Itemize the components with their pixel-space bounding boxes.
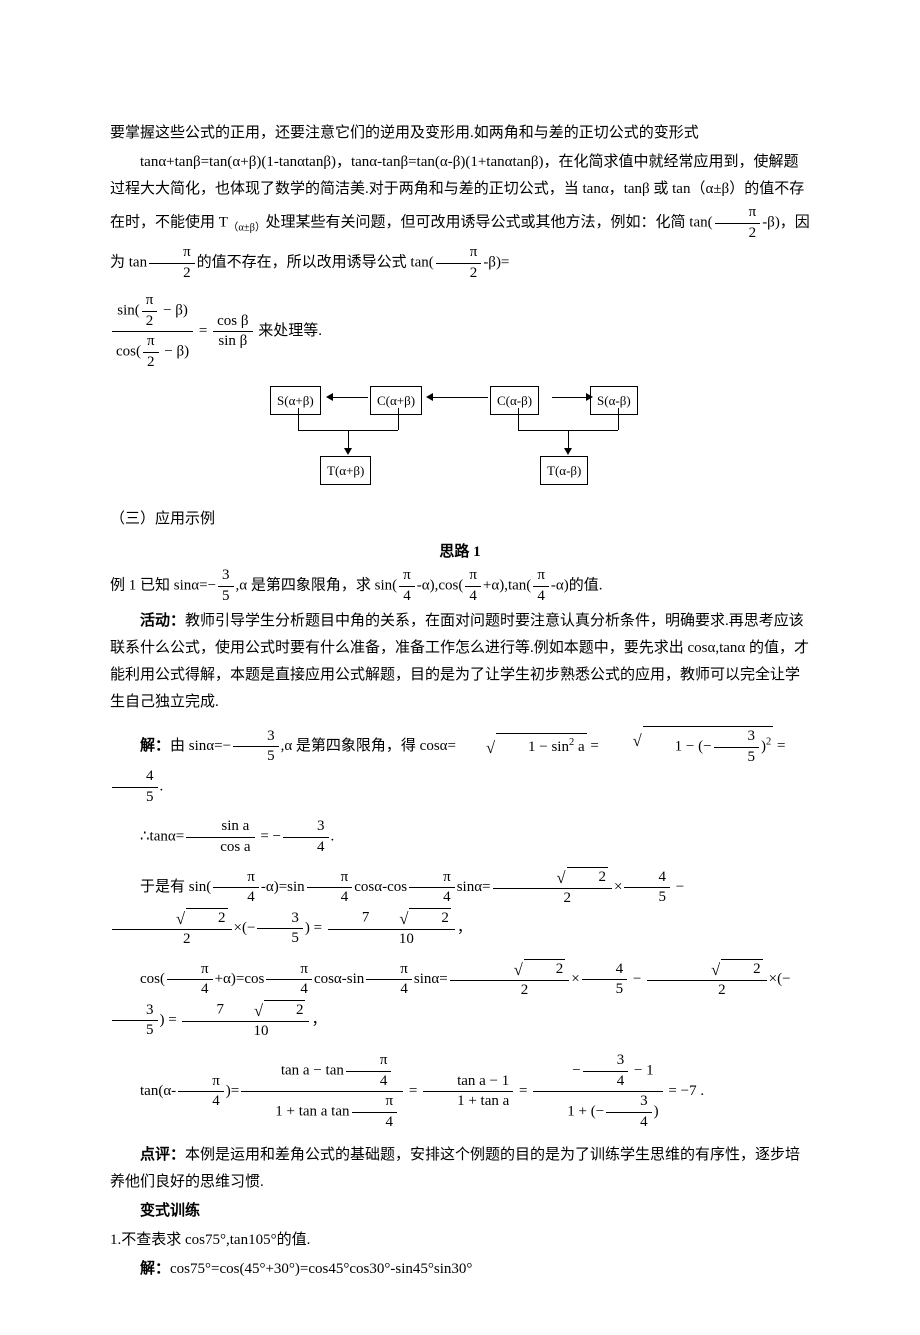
- intro-p2-sub: （α±β）: [228, 222, 266, 233]
- intro-p2d: 的值不存在，所以改用诱导公式 tan(: [197, 254, 434, 270]
- intro-p2e: -β)=: [483, 254, 509, 270]
- box-c-plus: C(α+β): [370, 386, 422, 415]
- frac-pi2-2: π2: [149, 243, 195, 283]
- comment-text: 本例是运用和差角公式的基础题，安排这个例题的目的是为了训练学生思维的有序性，逐步…: [110, 1147, 800, 1190]
- eq1-left: sin(π2 − β) cos(π2 − β): [112, 291, 193, 372]
- section3-heading: （三）应用示例: [110, 506, 810, 533]
- box-t-plus: T(α+β): [320, 456, 371, 485]
- activity-text: 教师引导学生分析题目中角的关系，在面对问题时要注意认真分析条件，明确要求.再思考…: [110, 613, 809, 710]
- box-c-minus: C(α-β): [490, 386, 539, 415]
- box-t-minus: T(α-β): [540, 456, 588, 485]
- solution-line2: ∴tanα=sin acos a = −34.: [110, 817, 810, 857]
- variant1-sol-text: cos75°=cos(45°+30°)=cos45°cos30°-sin45°s…: [170, 1261, 472, 1277]
- relation-diagram: SS(α+β)(α+β) C(α+β) C(α-β) S(α-β) T(α+β)…: [110, 386, 810, 486]
- intro-p2b: 处理某些有关问题，但可改用诱导公式或其他方法，例如：化简 tan(: [266, 214, 713, 230]
- solution-label: 解：: [140, 738, 170, 754]
- variant1-question: 1.不查表求 cos75°,tan105°的值.: [110, 1227, 810, 1254]
- comment-para: 点评：本例是运用和差角公式的基础题，安排这个例题的目的是为了训练学生思维的有序性…: [110, 1142, 810, 1196]
- comment-label: 点评：: [140, 1147, 185, 1163]
- variant1-sol-label: 解：: [140, 1261, 170, 1277]
- eq1-tail: 来处理等.: [258, 323, 322, 339]
- intro-eq1: sin(π2 − β) cos(π2 − β) = cos β sin β 来处…: [110, 291, 810, 372]
- solution-line4: cos(π4+α)=cosπ4cosα-sinπ4sinα=22×45 − 22…: [110, 959, 810, 1041]
- activity-para: 活动：教师引导学生分析题目中角的关系，在面对问题时要注意认真分析条件，明确要求.…: [110, 608, 810, 716]
- variant-heading: 变式训练: [110, 1198, 810, 1225]
- solution-line3: 于是有 sin(π4-α)=sinπ4cosα-cosπ4sinα=22×45 …: [110, 867, 810, 949]
- box-s-plus: SS(α+β)(α+β): [270, 386, 321, 415]
- eq1-right: cos β sin β: [213, 312, 252, 352]
- frac-pi2-3: π2: [436, 243, 482, 283]
- variant1-solution: 解：cos75°=cos(45°+30°)=cos45°cos30°-sin45…: [110, 1256, 810, 1283]
- box-s-minus: S(α-β): [590, 386, 638, 415]
- solution-line5: tan(α-π4)= tan a − tanπ4 1 + tan a tanπ4…: [110, 1051, 810, 1132]
- activity-label: 活动：: [140, 613, 185, 629]
- intro-p2: tanα+tanβ=tan(α+β)(1-tanαtanβ)，tanα-tanβ…: [110, 149, 810, 283]
- frac-pi2-1: π2: [715, 203, 761, 243]
- solution-line1: 解：由 sinα=−35,α 是第四象限角，得 cosα=1 − sin2 a …: [110, 726, 810, 807]
- section3-subheading: 思路 1: [110, 539, 810, 566]
- intro-p1: 要掌握这些公式的正用，还要注意它们的逆用及变形用.如两角和与差的正切公式的变形式: [110, 120, 810, 147]
- example1-statement: 例 1 已知 sinα=−35,α 是第四象限角，求 sin(π4-α),cos…: [110, 566, 810, 606]
